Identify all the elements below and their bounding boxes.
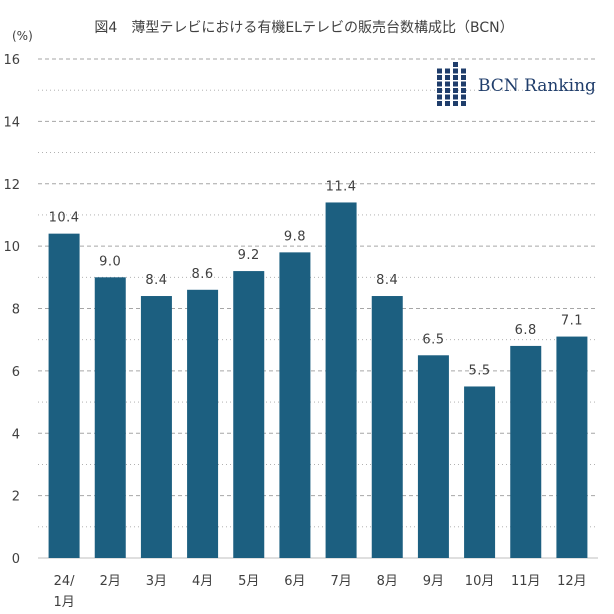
logo-dot xyxy=(461,94,466,100)
data-labels: 10.4 9.0 8.4 8.6 9.2 9.8 11.4 8.4 6.5 5.5 6.8 7.1 xyxy=(49,179,583,378)
x-tick-label: 7月 xyxy=(330,574,351,589)
x-tick-label: 2月 xyxy=(100,574,121,589)
logo-dot xyxy=(445,88,450,93)
bar xyxy=(279,252,311,559)
x-tick-label: 6月 xyxy=(284,574,305,589)
y-tick-label: 14 xyxy=(3,115,20,130)
data-label: 5.5 xyxy=(468,363,490,378)
x-tick-label: 11月 xyxy=(511,574,541,589)
logo-dot xyxy=(453,62,458,67)
x-tick-label-line2: 1月 xyxy=(53,595,74,610)
logo-dot xyxy=(437,81,442,87)
logo-dot xyxy=(437,68,442,74)
bar xyxy=(187,289,219,558)
y-tick-label: 8 xyxy=(12,303,20,318)
bar xyxy=(233,271,265,558)
bar xyxy=(464,386,496,558)
logo-dot xyxy=(445,75,450,80)
bar xyxy=(140,296,172,558)
bar xyxy=(417,355,449,558)
data-label: 9.8 xyxy=(284,229,306,244)
x-tick-label: 10月 xyxy=(465,574,495,589)
data-label: 7.1 xyxy=(561,314,583,329)
logo-dot xyxy=(445,68,450,74)
logo-dot xyxy=(461,75,466,80)
x-tick-label: 24/ xyxy=(54,574,76,589)
bar xyxy=(94,277,126,558)
data-label: 8.4 xyxy=(145,273,167,288)
logo-dot xyxy=(437,75,442,80)
logo-dot xyxy=(437,94,442,100)
y-tick-label: 12 xyxy=(3,178,20,193)
gridlines xyxy=(38,58,598,559)
logo-dot xyxy=(461,101,466,106)
y-tick-label: 6 xyxy=(12,365,20,380)
y-tick-label: 10 xyxy=(3,240,20,255)
logo-dot xyxy=(461,81,466,87)
data-label: 8.4 xyxy=(376,273,398,288)
logo-dot xyxy=(461,68,466,74)
data-label: 6.8 xyxy=(515,323,537,338)
x-tick-label: 5月 xyxy=(238,574,259,589)
y-tick-label: 0 xyxy=(12,552,20,567)
y-axis-ticks: 0 2 4 6 8 10 12 14 16 xyxy=(3,53,20,567)
logo-text: BCN Ranking xyxy=(478,76,596,96)
bars xyxy=(48,202,588,559)
x-tick-label: 12月 xyxy=(557,574,587,589)
x-tick-label: 9月 xyxy=(423,574,444,589)
logo-dot xyxy=(453,68,458,74)
logo-dot xyxy=(445,81,450,87)
logo-dot xyxy=(437,101,442,106)
bar xyxy=(371,296,403,558)
y-tick-label: 16 xyxy=(3,53,20,68)
bcn-logo-mark-icon xyxy=(437,62,466,106)
data-label: 9.2 xyxy=(238,248,260,263)
bcn-ranking-logo: BCN Ranking xyxy=(437,62,596,106)
data-label: 10.4 xyxy=(49,211,80,226)
x-tick-label: 8月 xyxy=(377,574,398,589)
chart-title: 図4 薄型テレビにおける有機ELテレビの販売台数構成比（BCN） xyxy=(94,20,513,36)
logo-dot xyxy=(453,94,458,100)
y-tick-label: 2 xyxy=(12,490,20,505)
logo-dot xyxy=(461,88,466,93)
data-label: 11.4 xyxy=(326,179,357,194)
y-axis-unit: (%) xyxy=(12,29,33,43)
bar xyxy=(48,233,80,558)
logo-dot xyxy=(445,101,450,106)
x-tick-label: 4月 xyxy=(192,574,213,589)
data-label: 8.6 xyxy=(191,267,213,282)
data-label: 9.0 xyxy=(99,254,121,269)
bar xyxy=(510,345,542,558)
bar xyxy=(556,336,588,558)
x-tick-label: 3月 xyxy=(146,574,167,589)
logo-dot xyxy=(453,75,458,80)
logo-dot xyxy=(453,81,458,87)
logo-dot xyxy=(437,88,442,93)
logo-dot xyxy=(453,88,458,93)
bar xyxy=(325,202,357,558)
data-label: 6.5 xyxy=(422,332,444,347)
y-tick-label: 4 xyxy=(12,427,20,442)
logo-dot xyxy=(445,94,450,100)
x-axis-labels: 24/1月 2月 3月 4月 5月 6月 7月 8月 9月 10月 11月 12月 xyxy=(53,574,586,610)
logo-dot xyxy=(453,101,458,106)
